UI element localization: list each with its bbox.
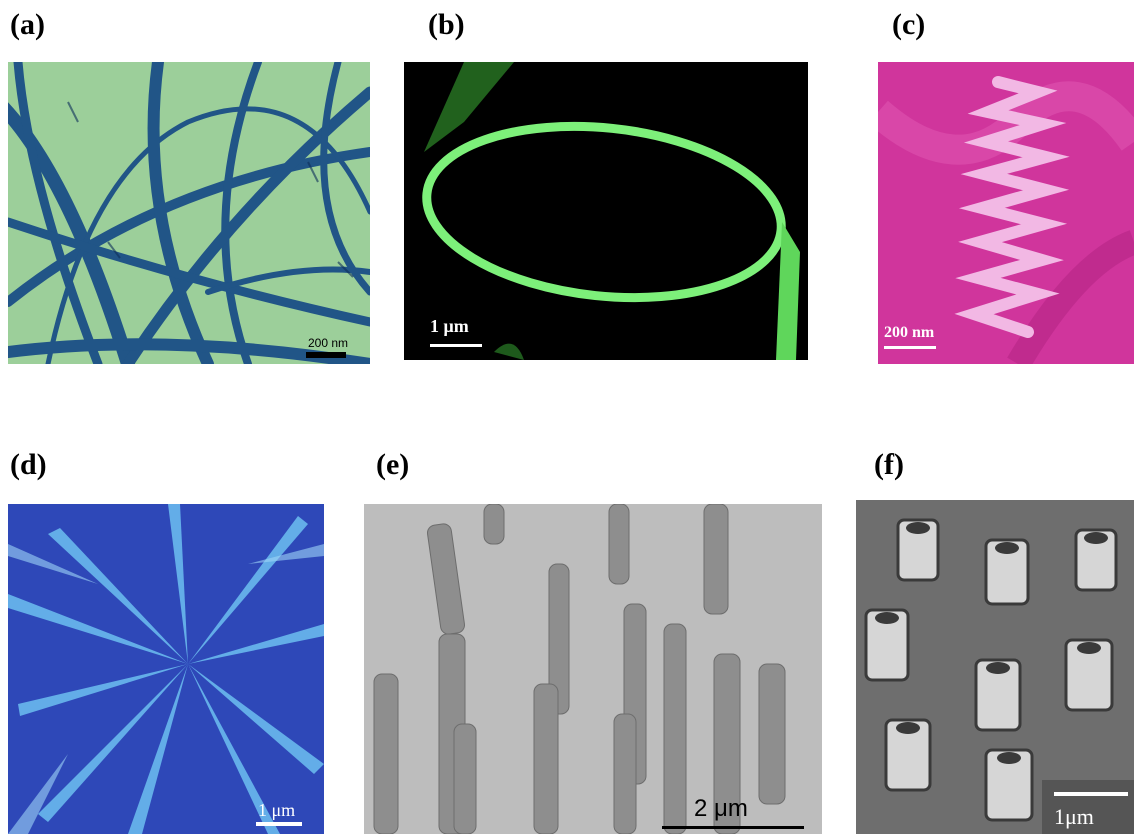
- panel-a-scalebar-label: 200 nm: [308, 336, 348, 350]
- panel-f-scalebar-label: 1μm: [1054, 804, 1094, 829]
- panel-e-label: (e): [376, 448, 410, 481]
- panel-a-image: 200 nm: [8, 62, 370, 364]
- panel-c-label: (c): [892, 8, 926, 41]
- panel-a-label: (a): [10, 8, 45, 41]
- panel-c-scalebar-label: 200 nm: [884, 324, 935, 341]
- panel-d-scalebar-label: 1 μm: [258, 800, 295, 820]
- panel-d-label: (d): [10, 448, 47, 481]
- panel-e-image: 2 μm: [364, 504, 822, 834]
- panel-e-scalebar-label: 2 μm: [694, 795, 748, 822]
- panel-b-label: (b): [428, 8, 465, 41]
- panel-b-image: 1 μm: [404, 62, 808, 360]
- panel-d-image: 1 μm: [8, 504, 324, 834]
- panel-f-label: (f): [874, 448, 904, 481]
- panel-c-image: 200 nm: [878, 62, 1134, 364]
- panel-f-image: 1μm: [856, 500, 1134, 834]
- panel-b-scalebar-label: 1 μm: [430, 316, 469, 336]
